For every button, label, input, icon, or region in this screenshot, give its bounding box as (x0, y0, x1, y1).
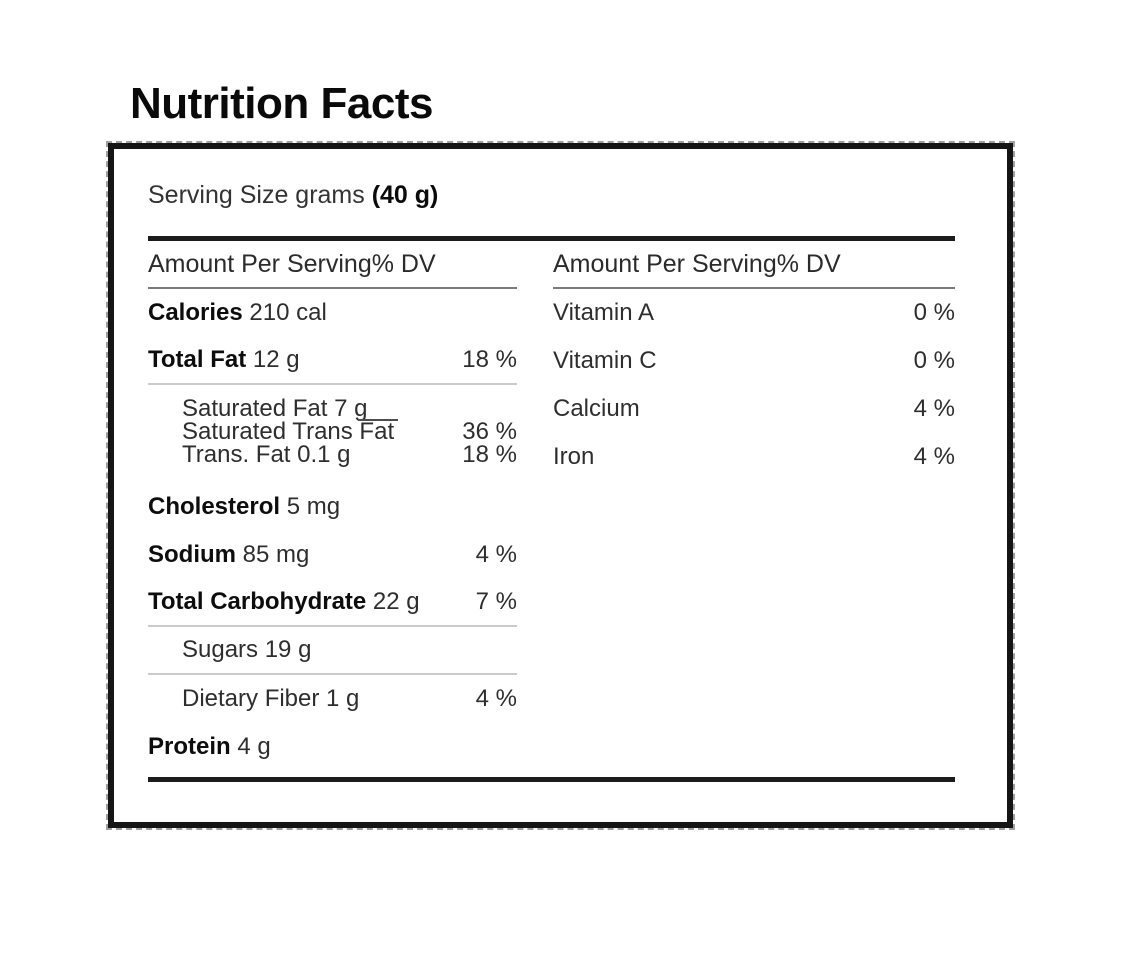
left-column: Amount Per Serving% DV Calories 210 cal … (148, 241, 517, 771)
nutrient-name: Protein 4 g (148, 733, 271, 761)
page-title: Nutrition Facts (130, 79, 433, 128)
bottom-rule (148, 777, 955, 782)
daily-value: 4 % (475, 541, 517, 568)
nutrient-name: Sugars 19 g (182, 636, 312, 663)
nutrient-name: Saturated Fat 7 g (182, 395, 368, 422)
daily-value: 4 % (913, 395, 955, 422)
serving-size-amount: (40 g) (371, 181, 439, 209)
nutrient-name-bold: Total Fat (148, 346, 247, 373)
fat-detail-group: Saturated Fat 7 g Saturated Trans Fat 36… (148, 395, 517, 468)
saturated-fat-line: Saturated Fat 7 g (182, 395, 517, 422)
daily-value: 7 % (475, 588, 517, 615)
nutrient-name: Dietary Fiber 1 g (182, 685, 360, 712)
dietary-fiber-row: Dietary Fiber 1 g 4 % (148, 675, 517, 723)
daily-value: 18 % (462, 346, 517, 373)
daily-value: 4 % (475, 685, 517, 712)
calories-row: Calories 210 cal (148, 289, 517, 337)
nutrient-name: Vitamin C (553, 347, 657, 374)
nutrient-name-bold: Calories (148, 299, 243, 326)
nutrient-name: Sodium 85 mg (148, 541, 309, 569)
nutrient-name: Total Carbohydrate 22 g (148, 588, 420, 616)
serving-size-line: Serving Size grams (40 g) (148, 182, 955, 209)
left-column-header: Amount Per Serving% DV (148, 241, 517, 289)
daily-value: 36 % (462, 418, 517, 445)
serving-size-label: Serving Size grams (148, 181, 365, 209)
daily-value: 4 % (913, 443, 955, 470)
daily-value: 0 % (913, 347, 955, 374)
nutrient-value: 12 g (246, 346, 300, 373)
nutrient-value: 22 g (366, 588, 420, 615)
stray-rule-fragment (358, 419, 398, 421)
nutrient-name: Trans. Fat 0.1 g (182, 441, 351, 468)
sugars-row: Sugars 19 g (148, 627, 517, 675)
nutrient-value: 4 g (230, 733, 271, 760)
nutrient-name-bold: Cholesterol (148, 493, 281, 520)
cholesterol-row: Cholesterol 5 mg (148, 483, 517, 531)
total-carbohydrate-row: Total Carbohydrate 22 g 7 % (148, 579, 517, 627)
nutrient-name: Calories 210 cal (148, 299, 327, 327)
columns: Amount Per Serving% DV Calories 210 cal … (148, 241, 955, 771)
panel-inner: Serving Size grams (40 g) Amount Per Ser… (114, 182, 1007, 855)
nutrient-name-bold: Total Carbohydrate (148, 588, 367, 615)
right-column-header: Amount Per Serving% DV (553, 241, 955, 289)
nutrient-name-bold: Sodium (148, 541, 236, 568)
right-column: Amount Per Serving% DV Vitamin A 0 % Vit… (553, 241, 955, 771)
nutrient-name: Saturated Trans Fat (182, 418, 395, 445)
nutrition-label-panel: Serving Size grams (40 g) Amount Per Ser… (106, 141, 1015, 830)
spacer (365, 181, 372, 209)
nutrient-name: Iron (553, 443, 595, 470)
calcium-row: Calcium 4 % (553, 385, 955, 433)
trans-fat-line: Trans. Fat 0.1 g 18 % (182, 441, 517, 468)
saturated-trans-fat-line: Saturated Trans Fat 36 % (182, 418, 517, 445)
nutrient-name: Calcium (553, 395, 640, 422)
sodium-row: Sodium 85 mg 4 % (148, 531, 517, 579)
vitamin-a-row: Vitamin A 0 % (553, 289, 955, 337)
total-fat-row: Total Fat 12 g 18 % (148, 337, 517, 385)
nutrient-name: Total Fat 12 g (148, 346, 300, 374)
nutrient-value: 5 mg (280, 493, 341, 520)
nutrient-name: Vitamin A (553, 299, 654, 326)
iron-row: Iron 4 % (553, 433, 955, 481)
nutrient-name: Cholesterol 5 mg (148, 493, 340, 521)
daily-value: 18 % (462, 441, 517, 468)
vitamin-c-row: Vitamin C 0 % (553, 337, 955, 385)
nutrient-value: 85 mg (236, 541, 310, 568)
protein-row: Protein 4 g (148, 723, 517, 771)
daily-value: 0 % (913, 299, 955, 326)
nutrient-name-bold: Protein (148, 733, 231, 760)
nutrient-value: 210 cal (242, 299, 327, 326)
top-rule (148, 236, 955, 241)
